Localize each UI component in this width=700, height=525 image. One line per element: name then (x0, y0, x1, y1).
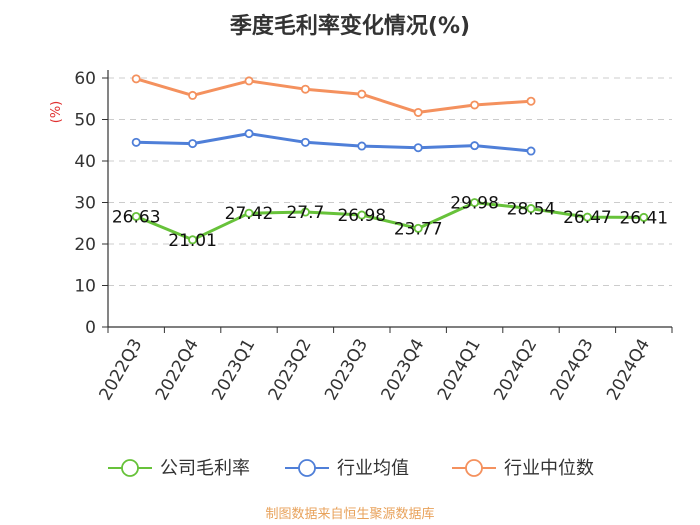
legend-marker (465, 459, 483, 477)
data-label: 26.47 (563, 208, 612, 228)
series-0: 26.63 21.01 27.42 27.7 26.98 23.77 29.98 28.54 2… (112, 194, 668, 251)
data-point (413, 223, 423, 233)
series-2 (131, 74, 536, 117)
data-point (131, 74, 141, 84)
x-tick-label: 2024Q1 (434, 335, 485, 403)
y-axis-label: (%) (49, 101, 64, 124)
data-point (526, 204, 536, 214)
data-point (188, 235, 198, 245)
data-point (131, 137, 141, 147)
series-line (135, 201, 644, 242)
x-tick-label: 2023Q2 (265, 336, 316, 404)
data-point (131, 211, 141, 221)
data-point (639, 212, 649, 222)
data-point (244, 129, 254, 139)
y-tick-label: 50 (74, 111, 96, 131)
data-point (300, 137, 310, 147)
legend-label: 公司毛利率 (160, 458, 250, 479)
data-label: 26.41 (619, 208, 668, 228)
data-point (582, 212, 592, 222)
data-point (357, 210, 367, 220)
data-label: 26.63 (112, 207, 161, 227)
data-point (188, 139, 198, 149)
y-tick-label: 60 (74, 69, 96, 89)
x-tick-label: 2022Q4 (152, 336, 203, 404)
data-point (300, 84, 310, 94)
x-tick-label: 2023Q4 (377, 336, 428, 404)
data-point (413, 107, 423, 117)
x-tick-label: 2024Q2 (490, 336, 541, 404)
x-tick-label: 2023Q1 (208, 336, 259, 404)
legend-item: 公司毛利率 (108, 458, 250, 479)
data-point (357, 89, 367, 99)
x-tick-label: 2024Q4 (603, 336, 654, 404)
data-label: 27.42 (225, 204, 274, 224)
legend-label: 行业均值 (337, 458, 409, 479)
y-tick-label: 20 (74, 235, 96, 255)
series-line (135, 77, 532, 114)
x-tick-labels: 2022Q3 2022Q4 2023Q1 2023Q2 2023Q3 2023Q4 2024… (95, 335, 654, 403)
data-point (244, 208, 254, 218)
x-tick-label: 2022Q3 (95, 336, 146, 404)
chart-title: 季度毛利率变化情况(%) (229, 14, 471, 39)
data-label: 27.7 (286, 203, 324, 223)
legend-marker (298, 459, 316, 477)
grid-lines (108, 77, 672, 286)
series-lines: 26.63 21.01 27.42 27.7 26.98 23.77 29.98 28.54 2… (112, 74, 668, 251)
legend: 公司毛利率 行业均值 行业中位数 (108, 458, 594, 479)
data-label: 21.01 (168, 231, 217, 251)
data-point (188, 90, 198, 100)
data-label: 23.77 (394, 219, 443, 239)
data-label: 26.98 (337, 206, 386, 226)
y-tick-label: 30 (74, 194, 96, 214)
source-note: 制图数据来自恒生聚源数据库 (265, 507, 435, 522)
legend-item: 行业中位数 (452, 458, 594, 479)
y-tick-labels: 0 10 20 30 40 50 60 (74, 69, 96, 338)
legend-item: 行业均值 (285, 458, 409, 479)
y-tick-label: 10 (74, 277, 96, 297)
data-point (526, 96, 536, 106)
data-point (300, 207, 310, 217)
x-tick-label: 2023Q3 (321, 336, 372, 404)
data-label: 29.98 (450, 194, 499, 214)
data-point (413, 143, 423, 153)
legend-marker (121, 459, 139, 477)
axes (102, 70, 673, 333)
data-point (357, 141, 367, 151)
legend-label: 行业中位数 (504, 458, 594, 479)
y-tick-label: 40 (74, 152, 96, 172)
y-tick-label: 0 (85, 318, 96, 338)
series-line (136, 132, 532, 153)
data-point (526, 146, 536, 156)
data-label: 28.54 (507, 200, 556, 220)
data-point (244, 76, 254, 86)
data-point (470, 141, 480, 151)
x-tick-label: 2024Q3 (547, 336, 598, 404)
data-point (470, 198, 480, 208)
data-point (470, 100, 480, 110)
series-1 (131, 129, 536, 156)
